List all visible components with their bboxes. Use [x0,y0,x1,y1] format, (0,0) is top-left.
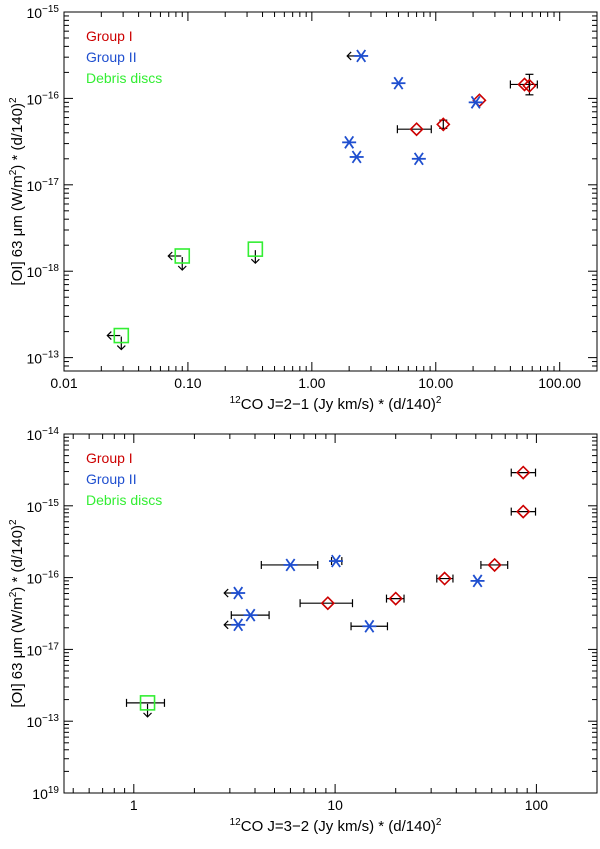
legend-entry: Debris discs [86,70,162,86]
group-i-diamond-marker [522,78,537,93]
debris-square-marker [113,327,130,344]
plot-frame [63,11,598,372]
asterisk-stroke [470,95,481,109]
y-tick-label: 10−15 [26,498,59,515]
x-tick-label: 0.10 [174,375,201,391]
x-axis-label: 12CO J=3−2 (Jy km/s) * (d/140)2 [230,817,442,835]
asterisk-stroke [351,150,362,164]
y-tick-label: 10−14 [26,426,59,443]
debris-square-marker [247,241,264,257]
group-ii-asterisk-marker [283,558,298,572]
x-tick-label: 1 [130,797,138,813]
group-i-diamond-marker [516,465,531,480]
asterisk-stroke [331,554,341,568]
group-i-diamond-marker [409,122,424,137]
asterisk-stroke [245,608,256,622]
group-ii-asterisk-marker [468,95,483,109]
x-tick-label: 1.00 [298,375,325,391]
y-tick-label: 10−16 [26,570,59,587]
asterisk-stroke [364,619,375,633]
group-ii-asterisk-marker [411,152,426,166]
y-tick-label: 10−13 [26,713,59,730]
upper-limit-arrowhead-x [223,620,229,630]
legend-entry: Group I [86,28,133,44]
chart-panel-2: 1 10 100 1019 10−13 10−17 10−16 10−15 10−14 12CO … [8,426,598,835]
group-ii-asterisk-marker [470,574,485,588]
legend-entry: Debris discs [86,492,162,508]
upper-limit-arrowhead-x [346,51,352,61]
y-tick-label: 10−16 [26,90,59,107]
legend-entry: Group II [86,49,137,65]
asterisk-stroke [393,76,404,90]
asterisk-stroke [413,152,424,166]
asterisk-stroke [472,574,483,588]
upper-limit-arrowhead-y [177,265,187,271]
group-i-diamond-marker [320,596,335,611]
group-ii-asterisk-marker [342,135,357,149]
group-ii-asterisk-marker [349,150,364,164]
chart-panel-1: 0.01 0.10 1.00 10.00 100.00 10−13 10−18 10−17 10… [8,4,598,413]
group-ii-asterisk-marker [354,49,369,63]
group-ii-asterisk-marker [231,586,246,600]
group-i-diamond-marker [516,504,531,519]
y-axis-label: [OI] 63 μm (W/m2) * (d/140)2 [8,519,26,708]
x-tick-label: 10.00 [418,375,453,391]
group-i-diamond-marker [487,557,502,573]
y-tick-label: 10−17 [26,641,59,658]
asterisk-stroke [356,49,367,63]
debris-square-marker [139,695,156,711]
group-ii-asterisk-marker [328,554,343,568]
y-tick-label: 1019 [32,785,59,802]
legend-entry: Group II [86,471,137,487]
group-i-diamond-marker [436,117,451,132]
legend-entry: Group I [86,450,133,466]
upper-limit-arrowhead-x [167,251,173,261]
upper-limit-arrowhead-y [116,345,126,351]
y-tick-label: 10−18 [26,263,59,280]
x-tick-label: 100 [525,797,549,813]
group-ii-asterisk-marker [362,619,377,633]
group-i-diamond-marker [517,77,532,92]
upper-limit-arrowhead-y [250,258,260,265]
group-i-diamond-marker [437,571,452,586]
upper-limit-arrowhead-x [106,331,112,340]
group-ii-asterisk-marker [391,76,406,90]
asterisk-stroke [233,618,244,632]
x-tick-label: 0.01 [50,375,77,391]
upper-limit-arrowhead-x [223,588,229,598]
asterisk-stroke [285,558,296,572]
y-tick-label: 10−15 [26,4,59,21]
y-tick-label: 10−17 [26,177,59,194]
group-ii-asterisk-marker [231,618,246,632]
y-tick-label: 10−13 [26,350,59,367]
group-i-diamond-marker [388,591,403,606]
asterisk-stroke [233,586,244,600]
x-tick-label: 10 [327,797,343,813]
asterisk-stroke [344,135,355,149]
plot-frame [63,433,598,794]
upper-limit-arrowhead-y [143,712,152,718]
group-ii-asterisk-marker [243,608,258,622]
y-axis-label: [OI] 63 μm (W/m2) * (d/140)2 [8,97,26,286]
x-axis-label: 12CO J=2−1 (Jy km/s) * (d/140)2 [230,395,442,413]
x-tick-label: 100.00 [538,375,581,391]
debris-square-marker [174,248,191,264]
